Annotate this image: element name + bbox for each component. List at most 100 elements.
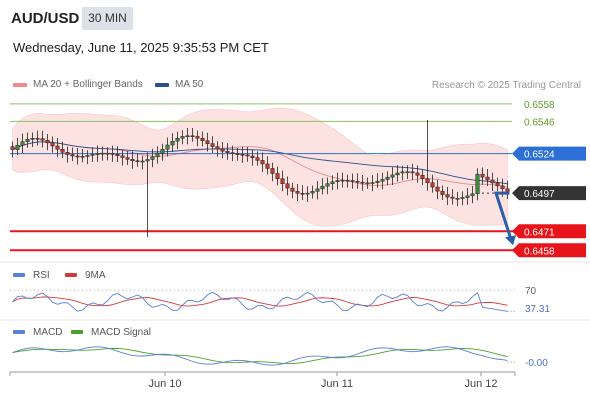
candle-down — [415, 172, 420, 176]
macd-signal-line — [12, 348, 508, 364]
candle — [275, 166, 280, 186]
candle-down — [135, 160, 140, 163]
candle-down — [365, 182, 370, 185]
level-label-resistance: 0.6546 — [524, 117, 555, 128]
candle — [395, 165, 400, 182]
level-tag-pivot — [512, 146, 586, 161]
legend-swatch-macd — [13, 330, 25, 334]
candle-up — [160, 148, 165, 154]
candle — [80, 149, 85, 163]
candle — [225, 143, 230, 160]
candle-down — [360, 181, 365, 184]
bollinger-band — [12, 107, 508, 227]
candle-up — [335, 180, 340, 183]
level-label-pivot: 0.6524 — [524, 150, 555, 161]
candle-up — [460, 197, 465, 199]
candle-down — [65, 152, 70, 155]
candle — [340, 172, 345, 188]
candle-down — [440, 190, 445, 195]
candle-down — [445, 194, 450, 198]
candle-down — [210, 143, 215, 147]
level-label-last: 0.6497 — [524, 189, 555, 200]
candle — [180, 130, 185, 145]
x-tick-label: Jun 12 — [464, 378, 497, 390]
candle-up — [395, 172, 400, 176]
candle-down — [250, 155, 255, 159]
candle-up — [145, 159, 150, 162]
candle — [20, 133, 25, 154]
legend-bollinger-label: MA 20 + Bollinger Bands — [33, 79, 143, 90]
candle-down — [480, 173, 485, 178]
candle — [105, 147, 110, 161]
candle-up — [185, 135, 190, 138]
candle — [40, 130, 45, 148]
candle — [35, 130, 40, 146]
candle — [215, 141, 220, 157]
forecast-arrow — [493, 191, 513, 240]
candle-down — [290, 187, 295, 192]
candle — [170, 133, 175, 152]
candle-down — [70, 154, 75, 157]
candle-up — [310, 191, 315, 194]
candle — [125, 150, 130, 165]
candle — [115, 146, 120, 163]
candle-down — [105, 152, 110, 155]
legend-swatch-rsi — [13, 273, 25, 277]
macd-current-label: -0.00 — [525, 358, 548, 369]
legend-ma50: MA 50 — [155, 79, 203, 90]
legend-label-macd-signal: MACD Signal — [91, 327, 151, 338]
candle-down — [450, 196, 455, 199]
level-label-resistance: 0.6558 — [524, 100, 555, 111]
candle — [345, 174, 350, 188]
candle-down — [190, 135, 195, 138]
candle — [75, 147, 80, 165]
candle — [335, 172, 340, 190]
candle-up — [95, 153, 100, 155]
candle — [370, 175, 375, 192]
candle — [270, 162, 275, 182]
candle-up — [100, 152, 105, 155]
candle-down — [285, 183, 290, 189]
candle — [450, 189, 455, 205]
candle — [420, 169, 425, 185]
candle — [130, 151, 135, 169]
candle — [240, 146, 245, 163]
candle — [60, 141, 65, 159]
candle-up — [470, 193, 475, 197]
candle-up — [25, 139, 30, 142]
legend-label-rsi: RSI — [33, 270, 50, 281]
candle — [360, 174, 365, 191]
candle — [455, 191, 460, 207]
candle — [230, 145, 235, 162]
candle — [435, 179, 440, 200]
candle-up — [30, 138, 35, 140]
rsi-current-label: 37.31 — [525, 304, 550, 315]
candle-up — [370, 182, 375, 184]
candle-down — [45, 139, 50, 144]
candle-down — [295, 191, 300, 194]
candle — [260, 152, 265, 172]
candle — [425, 119, 430, 191]
candle-up — [20, 141, 25, 146]
timeframe-badge[interactable]: 30 MIN — [82, 7, 133, 30]
candle — [380, 172, 385, 190]
candle-up — [175, 137, 180, 142]
candle — [45, 133, 50, 151]
x-tick-label: Jun 10 — [148, 378, 181, 390]
candle-up — [150, 156, 155, 160]
candle — [460, 191, 465, 206]
candle — [155, 146, 160, 164]
candle-down — [50, 142, 55, 147]
candle — [30, 132, 35, 147]
candle-down — [215, 146, 220, 150]
candle — [290, 182, 295, 199]
candle — [390, 167, 395, 186]
candle-up — [165, 144, 170, 150]
candle-down — [35, 138, 40, 140]
candle-up — [405, 171, 410, 174]
candle — [320, 178, 325, 195]
candle-down — [350, 180, 355, 182]
candle — [70, 147, 75, 162]
rsi-line — [12, 291, 508, 312]
candle — [160, 143, 165, 161]
